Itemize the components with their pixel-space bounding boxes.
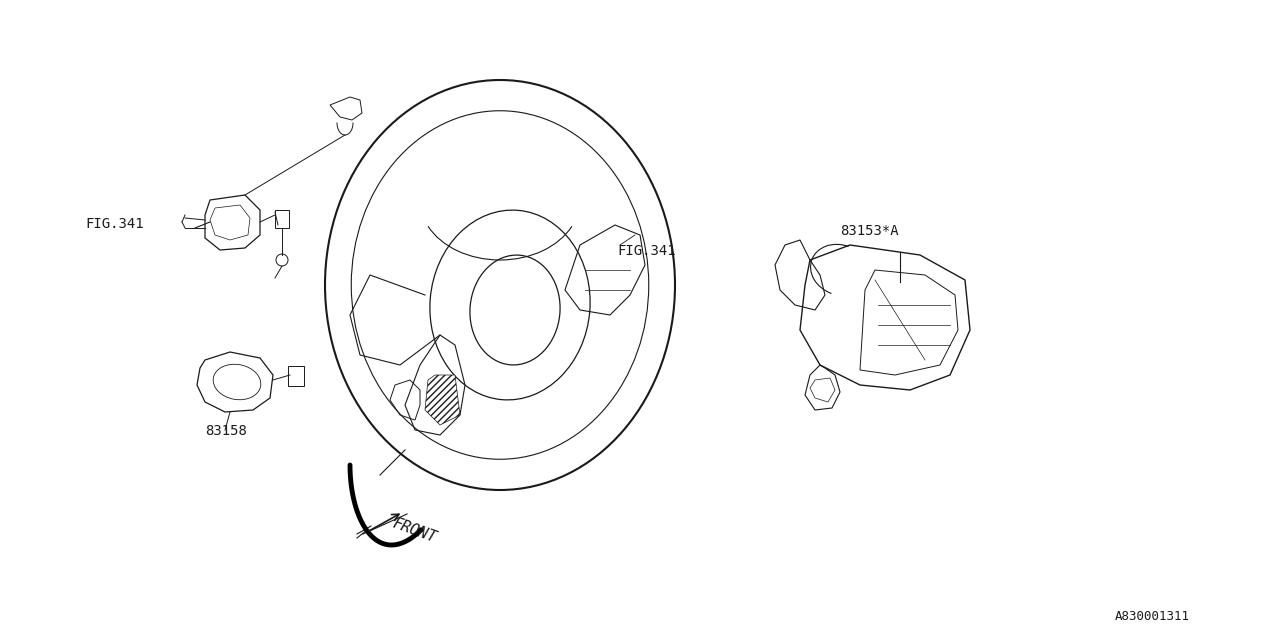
- Text: FIG.341: FIG.341: [84, 217, 143, 231]
- Ellipse shape: [325, 80, 675, 490]
- Text: 83153*A: 83153*A: [840, 224, 899, 238]
- Bar: [275, 210, 289, 228]
- Text: A830001311: A830001311: [1115, 610, 1190, 623]
- Text: FIG.341: FIG.341: [617, 244, 676, 258]
- Text: FRONT: FRONT: [390, 515, 438, 545]
- Bar: [288, 366, 305, 386]
- Text: 83158: 83158: [205, 424, 247, 438]
- Polygon shape: [425, 375, 460, 425]
